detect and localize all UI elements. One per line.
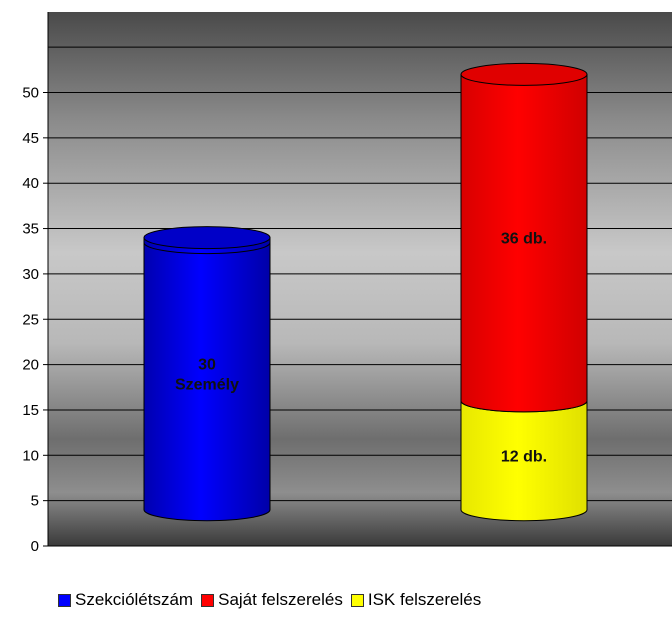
data-label: Személy xyxy=(175,377,239,394)
bar-segment-szekciólétszám xyxy=(143,226,271,522)
y-tick-label: 25 xyxy=(22,311,39,328)
bar-segment-saját-felszerelés xyxy=(460,62,588,413)
y-tick-label: 10 xyxy=(22,447,39,464)
y-tick-label: 20 xyxy=(22,357,39,374)
bars xyxy=(143,62,588,522)
chart: 0 5 10 15 20 25 30 35 40 45 50 30 Személy 12 db. 36 d… xyxy=(22,12,672,555)
data-label: 36 db. xyxy=(501,231,547,248)
data-label: 12 db. xyxy=(501,448,547,465)
cylinder-body xyxy=(460,400,588,522)
y-tick-label: 50 xyxy=(22,85,39,102)
y-tick-label: 45 xyxy=(22,130,39,147)
cylinder-rim xyxy=(143,242,271,255)
y-tick-label: 5 xyxy=(31,493,39,510)
legend-swatch xyxy=(201,593,215,607)
y-tick-label: 40 xyxy=(22,175,39,192)
data-label: 30 xyxy=(198,357,216,374)
y-axis: 0 5 10 15 20 25 30 35 40 45 50 xyxy=(22,12,49,555)
legend: Szekciólétszám Saját felszerelés ISK fel… xyxy=(58,590,489,610)
legend-label: Szekciólétszám xyxy=(75,590,194,609)
y-tick-label: 30 xyxy=(22,266,39,283)
y-tick-label: 15 xyxy=(22,402,39,419)
cylinder-body xyxy=(143,237,271,522)
cylinder-top xyxy=(143,226,271,250)
legend-item-isk-felszereles: ISK felszerelés xyxy=(350,590,482,610)
legend-item-szekcioletszam: Szekciólétszám xyxy=(58,590,193,610)
legend-item-sajat-felszereles: Saját felszerelés xyxy=(201,590,343,610)
legend-swatch xyxy=(350,593,364,607)
legend-label: ISK felszerelés xyxy=(367,590,482,609)
cylinder-top xyxy=(460,62,588,86)
legend-swatch xyxy=(58,593,71,607)
y-tick-label: 0 xyxy=(31,538,39,555)
legend-label: Saját felszerelés xyxy=(218,590,343,609)
data-labels: 30 Személy 12 db. 36 db. xyxy=(175,231,547,466)
y-tick-label: 35 xyxy=(22,221,39,238)
cylinder-body xyxy=(460,73,588,413)
